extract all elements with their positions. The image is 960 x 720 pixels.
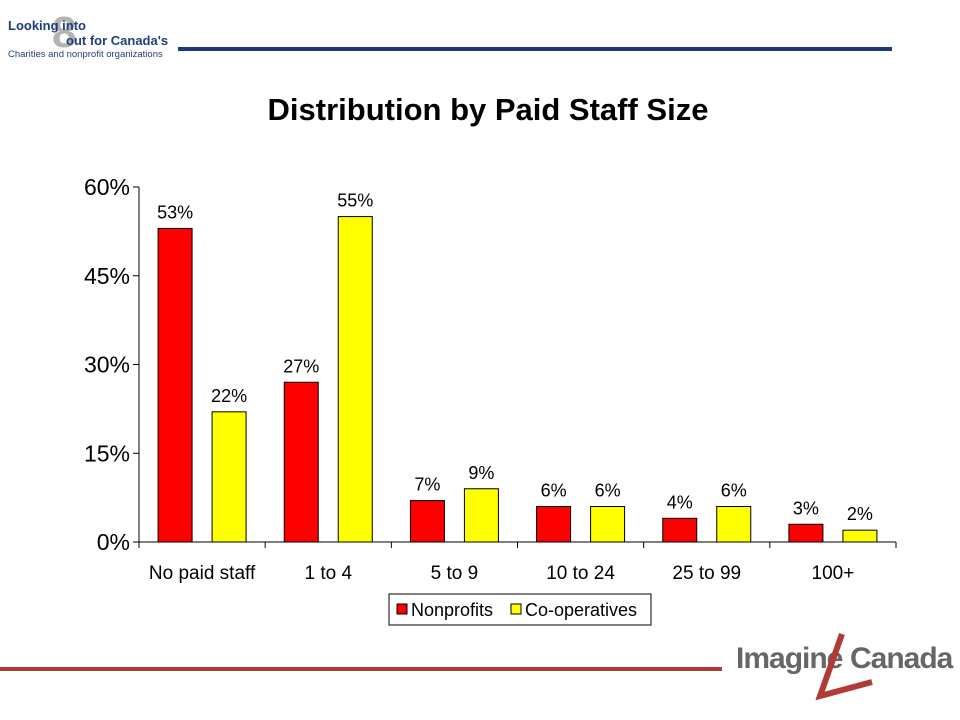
x-category-label: No paid staff — [149, 563, 256, 584]
y-tick-label: 45% — [84, 263, 130, 289]
y-tick-label: 15% — [84, 440, 130, 466]
bar-nonprofits — [662, 517, 698, 543]
x-category-label: 100+ — [812, 563, 855, 584]
bar-cooperatives — [463, 488, 499, 543]
bar-data-label: 6% — [721, 481, 747, 501]
bar-cooperatives — [590, 506, 626, 543]
legend-swatch-cooperatives — [510, 603, 522, 615]
chart-title: Distribution by Paid Staff Size — [267, 92, 709, 127]
bar-data-label: 3% — [793, 498, 819, 518]
logo-imagine-text: Imagine — [736, 642, 843, 675]
imagine-canada-logo: Imagine Canada — [734, 632, 953, 700]
logo-eight-glyph: 8 — [52, 8, 77, 57]
bar-data-label: 2% — [847, 504, 873, 524]
bar-cooperatives — [211, 411, 247, 543]
y-tick-label: 60% — [84, 174, 130, 200]
bar-nonprofits — [409, 500, 445, 543]
x-category-label: 5 to 9 — [431, 563, 479, 584]
legend-label: Nonprofits — [411, 600, 493, 620]
footer-rule — [0, 667, 722, 671]
bar-data-label: 55% — [337, 191, 373, 211]
bar-nonprofits — [157, 227, 193, 543]
bar-data-label: 4% — [667, 492, 693, 512]
x-category-label: 10 to 24 — [546, 563, 615, 584]
bar-nonprofits — [788, 523, 824, 543]
legend-label: Co-operatives — [525, 600, 637, 620]
bar-cooperatives — [337, 216, 373, 543]
y-tick-label: 0% — [97, 529, 130, 555]
logo-text-line2: out for Canada's — [66, 33, 169, 48]
bar-data-label: 6% — [541, 481, 567, 501]
bar-data-label: 27% — [283, 356, 319, 376]
logo-triangle-icon — [815, 632, 873, 700]
bar-data-label: 22% — [211, 386, 247, 406]
logo-canada-text: Canada — [850, 642, 953, 675]
bar-data-label: 6% — [595, 481, 621, 501]
x-category-label: 1 to 4 — [304, 563, 352, 584]
logo-text-line1: Looking into — [8, 18, 86, 33]
bar-nonprofits — [536, 506, 572, 543]
bar-data-label: 9% — [468, 463, 494, 483]
legend-swatch-nonprofits — [396, 603, 408, 615]
logo-text-line3: Charities and nonprofit organizations — [8, 49, 163, 60]
bar-nonprofits — [283, 381, 319, 543]
looking-into-8-logo: 8 Looking into out for Canada's Charitie… — [6, 8, 186, 64]
y-tick-label: 30% — [84, 352, 130, 378]
bar-data-label: 7% — [414, 475, 440, 495]
bar-cooperatives — [716, 506, 752, 543]
x-category-label: 25 to 99 — [672, 563, 741, 584]
header-rule — [178, 47, 892, 51]
bar-cooperatives — [842, 529, 878, 543]
bar-data-label: 53% — [157, 202, 193, 222]
